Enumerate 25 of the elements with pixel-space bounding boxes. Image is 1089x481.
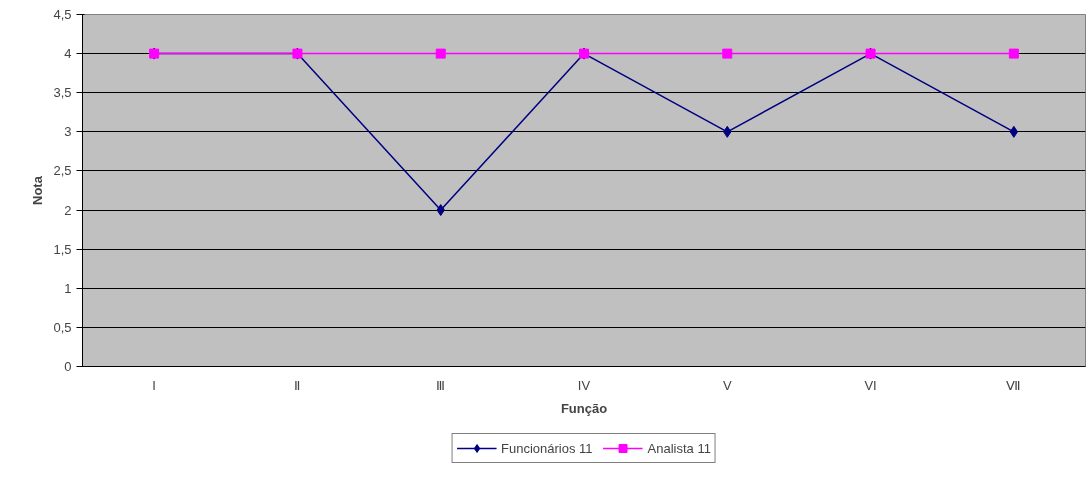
point [1009,125,1019,138]
y-tick-label: 3 [64,124,72,140]
x-tick-label: Ⅶ [1006,377,1022,393]
x-tick-label: Ⅲ [436,377,446,393]
legend-label: Funcionários 11 [501,440,593,456]
x-tick-label: VI [864,377,877,393]
x-axis-title: Função [560,400,608,416]
y-axis-title: Nota [30,175,46,205]
y-tick-label: 3,5 [53,85,72,101]
x-tick-label: I [152,377,156,393]
y-tick-label: 2,5 [53,163,72,179]
y-tick-label: 0 [64,359,72,374]
point [435,48,446,59]
point [722,48,733,59]
x-tick-label: Ⅱ [294,377,301,393]
y-tick-label: 0,5 [53,319,72,335]
y-tick-label: 2 [64,202,72,218]
point [1008,48,1019,59]
y-tick-label: 1,5 [53,241,72,257]
y-tick-label: 1 [64,280,72,296]
x-tick-label: IV [577,377,591,393]
y-tick-label: 4 [64,46,72,62]
x-tick-label: V [722,377,732,393]
legend-label: Analista 11 [647,440,711,456]
y-tick-label: 4,5 [53,7,72,22]
